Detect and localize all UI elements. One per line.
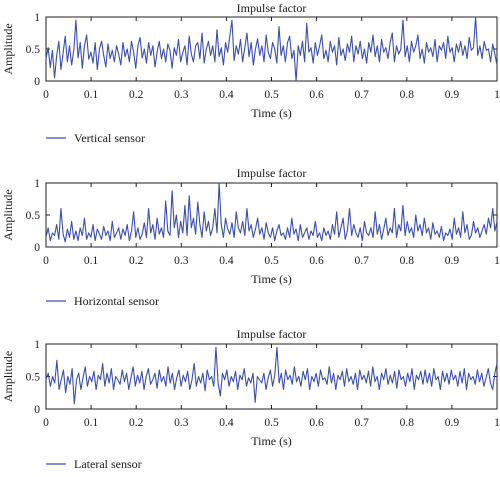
y-axis-label: Amplitude xyxy=(1,23,15,74)
chart-title: Impulse factor xyxy=(237,1,307,15)
x-axis-label: Time (s) xyxy=(251,434,292,448)
y-tick-label: 0.5 xyxy=(26,372,41,384)
x-tick-label: 0 xyxy=(43,89,49,101)
chart-panel-3: Impulse factor 0 0.5 1 0 0.1 0.2 0.3 0.4 0.5 0.6 0.… xyxy=(1,327,500,471)
x-tick-label: 1 xyxy=(494,255,500,267)
x-tick-label: 0.4 xyxy=(219,89,234,101)
y-axis-label: Amplitude xyxy=(1,189,15,240)
x-tick-label: 0.3 xyxy=(174,255,189,267)
x-tick-label: 0.4 xyxy=(219,255,234,267)
x-tick-label: 0 xyxy=(43,255,49,267)
series-line xyxy=(45,182,498,243)
x-tick-label: 0.3 xyxy=(174,89,189,101)
y-axis-label: Amplitude xyxy=(1,351,15,402)
x-tick-label: 0.5 xyxy=(264,255,279,267)
x-axis-label: Time (s) xyxy=(251,272,292,286)
x-tick-label: 0.4 xyxy=(219,417,234,429)
legend-label: Lateral sensor xyxy=(74,457,142,471)
legend: Horizontal sensor xyxy=(46,294,159,308)
y-tick-label: 0 xyxy=(34,242,40,254)
x-tick-label: 0.2 xyxy=(129,417,144,429)
legend: Lateral sensor xyxy=(46,457,142,471)
y-tick-label: 0.5 xyxy=(26,44,41,56)
x-tick-label: 0.3 xyxy=(174,417,189,429)
legend-label: Vertical sensor xyxy=(74,131,145,145)
x-tick-label: 0.7 xyxy=(355,255,370,267)
legend-label: Horizontal sensor xyxy=(74,294,159,308)
y-tick-label: 0 xyxy=(34,404,40,416)
plot-frame xyxy=(45,182,498,248)
x-tick-label: 0.9 xyxy=(445,89,460,101)
x-tick-label: 0.7 xyxy=(355,89,370,101)
x-tick-label: 0 xyxy=(43,417,49,429)
x-tick-label: 0.1 xyxy=(84,417,99,429)
x-tick-label: 0.6 xyxy=(309,255,324,267)
series-line xyxy=(45,16,498,82)
chart-panel-2: Impulse factor 0 0.5 1 0 0.1 0.2 0.3 0.4 0.5 0.6 0.… xyxy=(1,166,500,308)
x-tick-label: 0.5 xyxy=(264,417,279,429)
x-tick-label: 0.6 xyxy=(309,417,324,429)
x-tick-label: 0.9 xyxy=(445,417,460,429)
x-tick-label: 0.2 xyxy=(129,89,144,101)
y-tick-label: 0.5 xyxy=(26,210,41,222)
x-tick-label: 1 xyxy=(494,89,500,101)
x-tick-label: 0.2 xyxy=(129,255,144,267)
x-tick-label: 0.8 xyxy=(400,255,415,267)
x-tick-label: 1 xyxy=(494,417,500,429)
chart-title: Impulse factor xyxy=(237,166,307,180)
x-tick-label: 0.8 xyxy=(400,417,415,429)
y-tick-label: 1 xyxy=(34,339,40,351)
y-tick-label: 0 xyxy=(34,76,40,88)
x-tick-label: 0.6 xyxy=(309,89,324,101)
chart-panel-1: Impulse factor 0 0.5 1 0 0.1 0.2 0.3 0.4 0.5 0.6 0.… xyxy=(1,1,500,145)
chart-title: Impulse factor xyxy=(237,327,307,341)
x-tick-label: 0.5 xyxy=(264,89,279,101)
series-line xyxy=(45,346,498,405)
x-axis-label: Time (s) xyxy=(251,106,292,120)
y-tick-label: 1 xyxy=(34,12,40,24)
x-tick-label: 0.9 xyxy=(445,255,460,267)
x-tick-label: 0.1 xyxy=(84,255,99,267)
x-tick-label: 0.8 xyxy=(400,89,415,101)
legend: Vertical sensor xyxy=(46,131,145,145)
y-tick-label: 1 xyxy=(34,178,40,190)
x-tick-label: 0.1 xyxy=(84,89,99,101)
x-tick-label: 0.7 xyxy=(355,417,370,429)
